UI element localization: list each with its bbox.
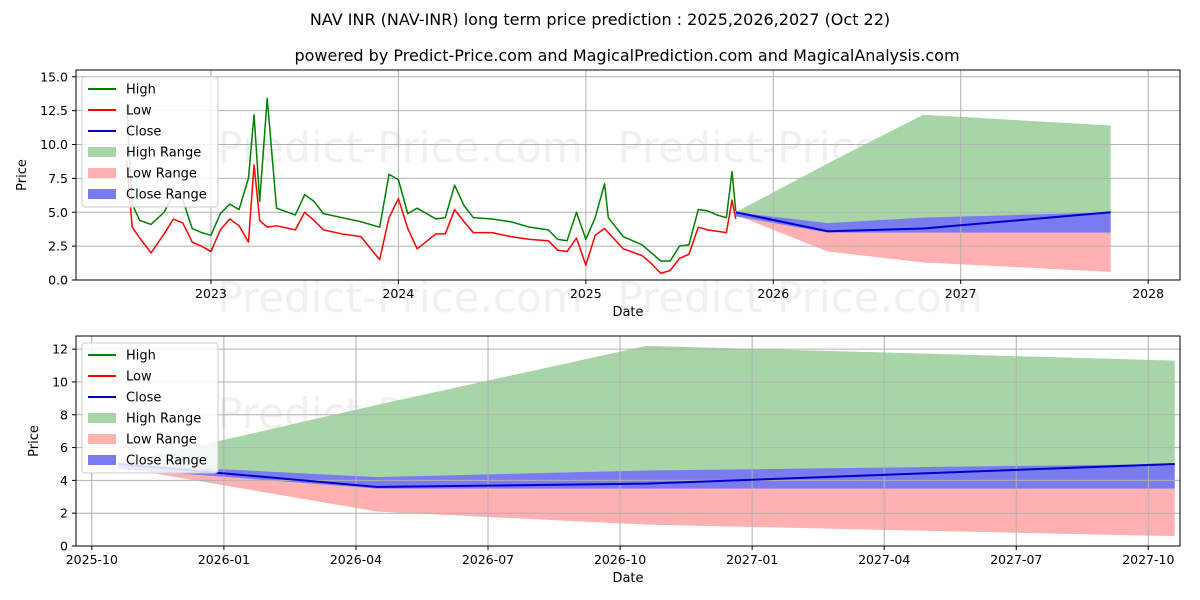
low-series-line (125, 160, 737, 274)
x-axis-label: Date (612, 571, 643, 586)
x-tick-label: 2027-07 (990, 552, 1042, 567)
x-tick-label: 2027-10 (1122, 552, 1174, 567)
legend-label: Low Range (126, 167, 197, 182)
x-tick-label: 2026-04 (330, 552, 382, 567)
y-tick-label: 0 (60, 539, 68, 554)
x-tick-label: 2026-07 (462, 552, 514, 567)
y-tick-label: 10 (52, 374, 68, 389)
legend-patch-swatch (88, 168, 116, 178)
y-tick-label: 2 (60, 506, 68, 521)
x-tick-label: 2025-10 (66, 552, 118, 567)
x-tick-label: 2026-01 (198, 552, 250, 567)
legend-label: High Range (126, 412, 201, 427)
close-range-area (118, 463, 1175, 489)
x-tick-label: 2028 (1132, 286, 1164, 301)
legend-patch-swatch (88, 413, 116, 423)
bottom-chart-panel: Predict-Price.comPredict-Price.com2025-1… (27, 335, 1181, 586)
legend-label: Close (126, 391, 161, 406)
legend-label: Low (126, 370, 152, 385)
high-series-line (125, 97, 737, 262)
y-tick-label: 0.0 (48, 273, 68, 288)
y-tick-label: 12.5 (40, 103, 68, 118)
low-range-area (735, 214, 1111, 272)
y-tick-label: 2.5 (48, 239, 68, 254)
y-tick-label: 8 (60, 407, 68, 422)
x-axis-label: Date (612, 305, 643, 320)
watermark-text: Predict-Price.com (217, 123, 582, 172)
y-tick-label: 5.0 (48, 205, 68, 220)
legend-patch-swatch (88, 455, 116, 465)
watermark-text: Predict-Price.com (217, 273, 582, 322)
x-tick-label: 2024 (382, 286, 414, 301)
legend-patch-swatch (88, 147, 116, 157)
y-tick-label: 10.0 (40, 137, 68, 152)
y-tick-label: 7.5 (48, 171, 68, 186)
x-tick-label: 2026 (757, 286, 789, 301)
y-tick-label: 4 (60, 473, 68, 488)
legend-label: High Range (126, 146, 201, 161)
top-chart-panel: Predict-Price.com Predict-Price.com Predic… (15, 69, 1181, 322)
x-tick-label: 2025 (570, 286, 602, 301)
legend-label: Low (126, 104, 152, 119)
x-tick-label: 2023 (195, 286, 227, 301)
watermark-text: Predict-Price.com (617, 273, 982, 322)
plot-frame (75, 335, 1181, 547)
y-tick-label: 6 (60, 440, 68, 455)
y-axis-label: Price (27, 425, 42, 457)
x-tick-label: 2027-04 (858, 552, 910, 567)
close-forecast-line (118, 462, 1175, 488)
close-range-area (735, 212, 1111, 233)
chart-subtitle: powered by Predict-Price.com and Magical… (294, 46, 959, 65)
legend-label: Close Range (126, 454, 207, 469)
legend-label: Close Range (126, 188, 207, 203)
legend-patch-swatch (88, 189, 116, 199)
chart-title: NAV INR (NAV-INR) long term price predic… (310, 10, 890, 29)
close-forecast-line (735, 211, 1111, 233)
legend-label: Close (126, 125, 161, 140)
plot-frame (75, 69, 1181, 281)
legend-patch-swatch (88, 434, 116, 444)
x-tick-label: 2027-01 (726, 552, 778, 567)
legend-label: High (126, 83, 156, 98)
legend-label: Low Range (126, 433, 197, 448)
x-tick-label: 2026-10 (594, 552, 646, 567)
low-range-area (118, 467, 1175, 537)
legend-label: High (126, 349, 156, 364)
x-tick-label: 2027 (945, 286, 977, 301)
y-tick-label: 15.0 (40, 69, 68, 84)
y-axis-label: Price (15, 159, 30, 191)
y-tick-label: 12 (52, 342, 68, 357)
